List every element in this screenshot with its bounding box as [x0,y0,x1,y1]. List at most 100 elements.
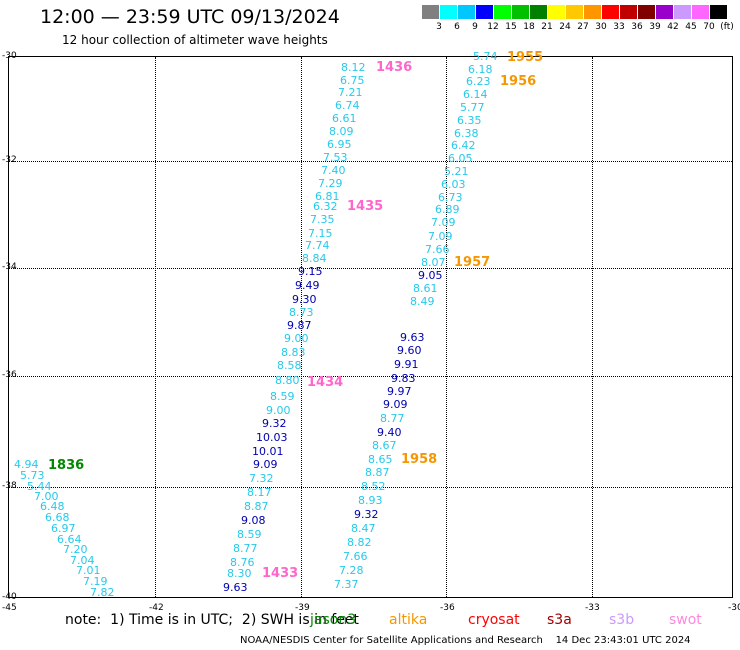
map-title: 12:00 — 23:59 UTC 09/13/2024 [40,6,340,28]
wave-height-value: 7.19 [83,575,108,588]
wave-height-value: 6.03 [441,178,466,191]
wave-height-value: 6.74 [335,99,360,112]
scale-label: 70 [703,22,715,32]
latitude-label: -40 [2,592,17,602]
wave-height-value: 5.74 [473,50,498,63]
longitude-gridline [155,57,156,597]
scale-label: 3 [436,22,442,32]
wave-height-value: 6.18 [468,63,493,76]
pass-time-label: 1436 [376,60,413,75]
wave-height-value: 6.89 [435,203,460,216]
wave-height-value: 8.82 [347,536,372,549]
wave-height-value: 8.59 [237,528,262,541]
wave-height-value: 7.82 [90,586,115,599]
wave-height-value: 8.84 [302,252,327,265]
wave-height-value: 8.76 [230,556,255,569]
scale-label: 15 [505,22,517,32]
scale-swatch [566,5,583,19]
wave-height-value: 6.05 [448,152,473,165]
wave-height-value: 9.32 [262,417,287,430]
wave-height-value: 6.64 [57,533,82,546]
wave-height-value: 7.09 [431,216,456,229]
latitude-label: -36 [2,370,17,380]
wave-height-value: 8.52 [361,480,386,493]
scale-label: (ft) [720,22,734,32]
longitude-gridline [446,57,447,597]
wave-height-value: 8.12 [341,61,366,74]
wave-height-value: 9.63 [400,331,425,344]
wave-height-value: 7.28 [339,564,364,577]
wave-height-value: 8.93 [358,494,383,507]
wave-height-value: 5.44 [27,480,52,493]
wave-height-value: 10.01 [252,445,284,458]
satellite-cryosat: cryosat [468,612,520,628]
satellite-s3a: s3a [547,612,572,628]
wave-height-value: 8.30 [227,567,252,580]
longitude-label: -45 [2,603,17,613]
wave-height-value: 7.37 [334,578,359,591]
longitude-label: -36 [440,603,455,613]
scale-label: 6 [454,22,460,32]
satellite-swot: swot [669,612,702,628]
scale-swatch [494,5,511,19]
wave-height-value: 9.09 [253,458,278,471]
longitude-label: -33 [585,603,600,613]
wave-height-value: 8.80 [275,374,300,387]
wave-height-value: 6.68 [45,511,70,524]
wave-height-value: 9.91 [394,358,419,371]
wave-height-value: 9.00 [284,332,309,345]
wave-height-value: 8.83 [281,346,306,359]
wave-height-value: 8.61 [413,282,438,295]
wave-height-value: 8.87 [244,500,269,513]
scale-label: 39 [649,22,661,32]
wave-height-value: 9.15 [298,265,323,278]
wave-height-value: 8.87 [365,466,390,479]
wave-height-value: 7.15 [308,227,333,240]
latitude-label: -30 [2,51,17,61]
wave-height-value: 6.75 [340,74,365,87]
longitude-gridline [301,57,302,597]
wave-height-value: 7.00 [34,490,59,503]
wave-height-value: 8.58 [277,359,302,372]
wave-height-value: 5.77 [460,101,485,114]
wave-height-value: 8.17 [247,486,272,499]
wave-height-value: 6.32 [313,200,338,213]
scale-label: 27 [577,22,589,32]
credit-line: NOAA/NESDIS Center for Satellite Applica… [240,635,691,646]
latitude-gridline [9,268,732,269]
scale-swatch [440,5,457,19]
wave-height-value: 8.07 [421,256,446,269]
wave-height-value: 6.38 [454,127,479,140]
wave-height-value: 8.47 [351,522,376,535]
scale-label: 9 [472,22,478,32]
scale-label: 45 [685,22,697,32]
pass-time-label: 1957 [454,255,491,270]
scale-swatch [584,5,601,19]
latitude-label: -32 [2,155,17,165]
wave-height-value: 6.97 [51,522,76,535]
scale-swatch [638,5,655,19]
latitude-label: -38 [2,481,17,491]
wave-height-value: 9.63 [223,581,248,594]
wave-height-value: 7.20 [63,543,88,556]
wave-height-value: 8.59 [270,390,295,403]
latitude-label: -34 [2,262,17,272]
pass-time-label: 1434 [307,375,344,390]
wave-height-value: 6.95 [327,138,352,151]
scale-label: 33 [613,22,625,32]
wave-height-value: 8.73 [289,306,314,319]
scale-swatch [530,5,547,19]
wave-height-value: 9.09 [383,398,408,411]
wave-height-value: 8.49 [410,295,435,308]
scale-swatch [710,5,727,19]
wave-height-value: 6.35 [457,114,482,127]
pass-time-label: 1955 [507,50,544,65]
map-plot-area [8,56,733,598]
scale-swatch [620,5,637,19]
scale-swatch [458,5,475,19]
wave-height-value: 9.97 [387,385,412,398]
wave-height-value: 8.67 [372,439,397,452]
wave-height-value: 7.66 [425,243,450,256]
wave-height-value: 9.08 [241,514,266,527]
scale-label: 30 [595,22,607,32]
